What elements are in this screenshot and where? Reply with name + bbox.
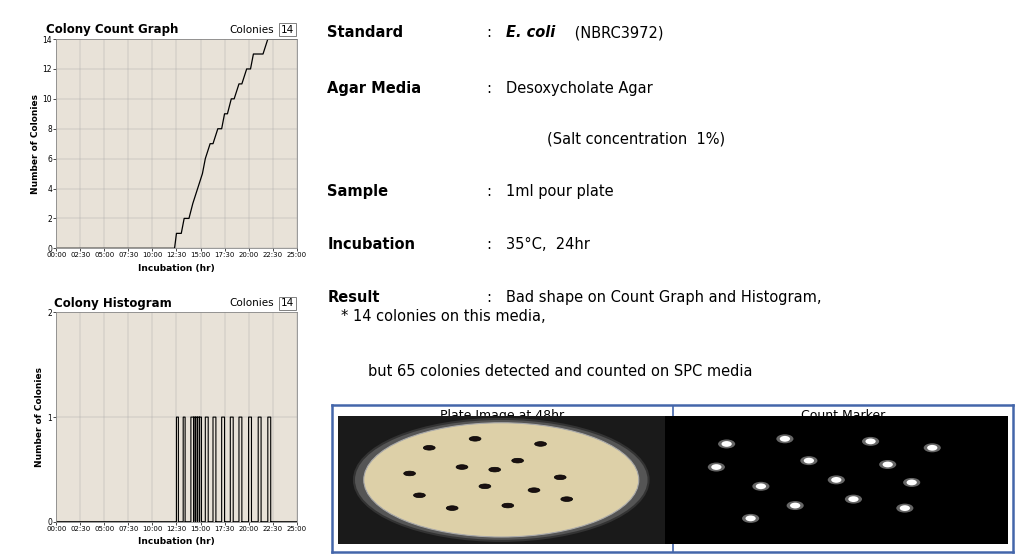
Ellipse shape (354, 419, 649, 541)
Ellipse shape (790, 503, 800, 508)
Text: Plate Image at 48hr: Plate Image at 48hr (441, 409, 565, 422)
Circle shape (479, 484, 491, 489)
Text: Colony Histogram: Colony Histogram (53, 297, 172, 310)
Ellipse shape (800, 456, 817, 465)
Ellipse shape (804, 458, 814, 464)
Circle shape (413, 493, 426, 498)
Ellipse shape (899, 505, 910, 511)
Ellipse shape (746, 516, 756, 521)
Ellipse shape (906, 479, 917, 485)
Ellipse shape (865, 439, 876, 444)
Circle shape (502, 503, 514, 508)
Circle shape (404, 471, 415, 476)
Text: E. coli: E. coli (506, 25, 555, 40)
Ellipse shape (752, 482, 769, 491)
Text: but 65 colonies detected and counted on SPC media: but 65 colonies detected and counted on … (368, 364, 752, 379)
Circle shape (535, 441, 546, 446)
Text: Incubation: Incubation (327, 237, 415, 252)
Ellipse shape (718, 440, 736, 449)
Text: Standard: Standard (327, 25, 403, 40)
Text: Result: Result (327, 290, 380, 305)
Ellipse shape (927, 445, 937, 451)
Ellipse shape (831, 477, 842, 483)
Text: Desoxycholate Agar: Desoxycholate Agar (506, 81, 653, 96)
Text: :: : (486, 184, 491, 199)
X-axis label: Incubation (hr): Incubation (hr) (138, 537, 215, 546)
Text: Bad shape on Count Graph and Histogram,: Bad shape on Count Graph and Histogram, (506, 290, 821, 305)
Text: Agar Media: Agar Media (327, 81, 421, 96)
Circle shape (554, 475, 566, 480)
Circle shape (470, 436, 481, 441)
Text: (NBRC3972): (NBRC3972) (571, 25, 664, 40)
Circle shape (424, 445, 435, 450)
Text: (Salt concentration  1%): (Salt concentration 1%) (546, 131, 725, 146)
Text: Count Marker: Count Marker (801, 409, 885, 422)
Ellipse shape (787, 501, 804, 510)
Ellipse shape (776, 434, 794, 443)
Text: 14: 14 (281, 25, 294, 35)
Circle shape (489, 467, 500, 472)
Text: Colonies: Colonies (229, 25, 274, 35)
Text: * 14 colonies on this media,: * 14 colonies on this media, (341, 309, 545, 324)
Ellipse shape (364, 423, 638, 537)
Y-axis label: Number of Colonies: Number of Colonies (31, 94, 40, 194)
Ellipse shape (879, 460, 896, 469)
Y-axis label: Number of Colonies: Number of Colonies (36, 367, 44, 467)
Text: Sample: Sample (327, 184, 389, 199)
Text: Colonies: Colonies (229, 299, 274, 309)
Ellipse shape (711, 464, 721, 470)
Text: Colony Count Graph: Colony Count Graph (46, 23, 179, 36)
Ellipse shape (848, 496, 858, 502)
Ellipse shape (883, 461, 893, 468)
Ellipse shape (742, 514, 759, 523)
Ellipse shape (780, 436, 790, 442)
Text: 1ml pour plate: 1ml pour plate (506, 184, 614, 199)
Text: :: : (486, 81, 491, 96)
Text: :: : (486, 290, 491, 305)
Ellipse shape (924, 443, 941, 453)
Circle shape (512, 458, 524, 463)
Text: :: : (486, 237, 491, 252)
Ellipse shape (756, 483, 766, 489)
Ellipse shape (896, 504, 914, 513)
Text: :: : (486, 25, 491, 40)
Circle shape (561, 497, 573, 502)
Text: 14: 14 (281, 299, 294, 309)
Circle shape (446, 506, 458, 511)
Ellipse shape (845, 494, 862, 504)
Circle shape (528, 488, 540, 493)
Ellipse shape (828, 475, 845, 484)
Text: 35°C,  24hr: 35°C, 24hr (506, 237, 590, 252)
Ellipse shape (903, 478, 921, 487)
X-axis label: Incubation (hr): Incubation (hr) (138, 264, 215, 273)
Circle shape (456, 465, 468, 469)
Ellipse shape (862, 437, 879, 446)
Ellipse shape (721, 441, 731, 447)
Ellipse shape (708, 463, 725, 472)
